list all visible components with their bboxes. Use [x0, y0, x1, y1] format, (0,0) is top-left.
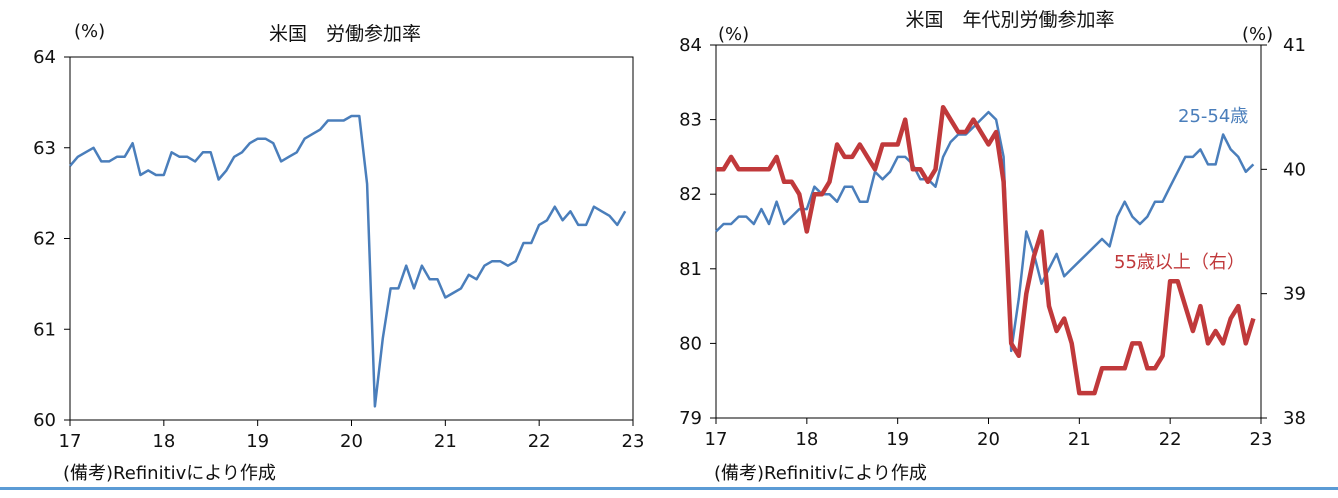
left-plot-frame — [69, 56, 634, 421]
x-tick-label: 17 — [705, 429, 728, 450]
y-tick-label: 81 — [679, 259, 702, 280]
y-tick-label: 64 — [33, 47, 56, 68]
left-chart-title: 米国 労働参加率 — [269, 23, 421, 45]
series-line-1-0 — [715, 110, 1255, 353]
right-y-axis-label: (%) — [718, 24, 749, 45]
x-tick-label: 23 — [1250, 429, 1273, 450]
right-y2-axis-label: (%) — [1242, 24, 1273, 45]
right-chart-title: 米国 年代別労働参加率 — [905, 9, 1114, 31]
y-tick-label: 62 — [33, 229, 56, 250]
x-tick-label: 17 — [59, 431, 82, 452]
y2-tick-label: 38 — [1283, 408, 1306, 429]
right-source-note: (備考)Refinitivにより作成 — [714, 463, 927, 484]
y-tick-label: 60 — [33, 410, 56, 431]
x-tick-label: 21 — [1068, 429, 1091, 450]
series-label-55-plus: 55歳以上（右） — [1114, 252, 1245, 273]
x-tick-label: 23 — [622, 431, 645, 452]
y2-tick-label: 40 — [1283, 159, 1306, 180]
y-tick-label: 79 — [679, 408, 702, 429]
left-y-axis-label: (%) — [74, 21, 105, 42]
series-line-1-1 — [716, 104, 1256, 396]
y-tick-label: 83 — [679, 110, 702, 131]
x-tick-label: 18 — [152, 431, 175, 452]
x-tick-label: 22 — [1159, 429, 1182, 450]
right-plot-frame — [715, 44, 1262, 419]
y-tick-label: 84 — [679, 35, 702, 56]
x-tick-label: 20 — [340, 431, 363, 452]
y2-tick-label: 39 — [1283, 284, 1306, 305]
y-tick-label: 82 — [679, 184, 702, 205]
x-tick-label: 20 — [977, 429, 1000, 450]
y-tick-label: 80 — [679, 333, 702, 354]
series-line-0-0 — [69, 114, 627, 408]
x-tick-label: 19 — [246, 431, 269, 452]
y2-tick-label: 41 — [1283, 35, 1306, 56]
x-tick-label: 22 — [528, 431, 551, 452]
x-tick-label: 21 — [434, 431, 457, 452]
x-tick-label: 19 — [886, 429, 909, 450]
series-label-25-54: 25-54歳 — [1178, 106, 1248, 127]
x-tick-label: 18 — [795, 429, 818, 450]
left-source-note: (備考)Refinitivにより作成 — [63, 463, 276, 484]
bottom-rule — [0, 487, 1338, 490]
y-tick-label: 61 — [33, 319, 56, 340]
y-tick-label: 63 — [33, 138, 56, 159]
